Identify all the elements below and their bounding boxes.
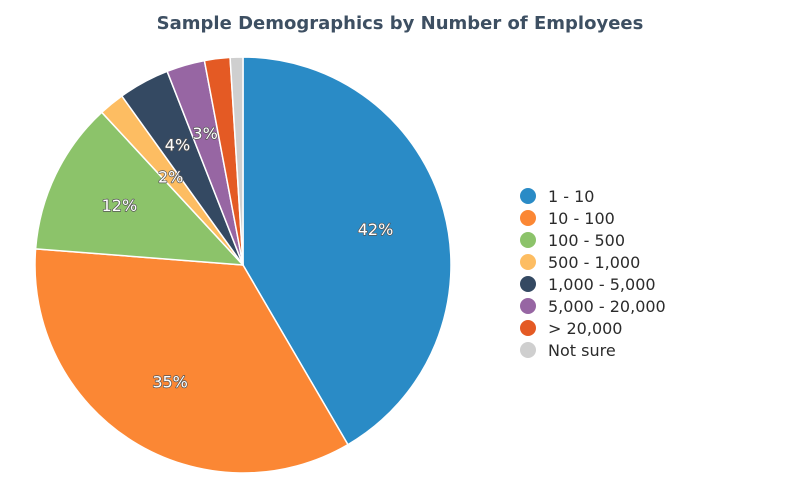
- slice-label-100-500: 12%: [102, 196, 138, 215]
- pie-slice-labels: 42% 35% 12% 2% 4%3%: [101, 123, 394, 392]
- legend-item-5-000-20-000[interactable]: 5,000 - 20,000: [520, 297, 666, 316]
- legend-label: 5,000 - 20,000: [548, 297, 666, 316]
- slice-label-10-100: 35%: [152, 372, 188, 391]
- legend-swatch: [520, 320, 536, 336]
- legend-item-20-000[interactable]: > 20,000: [520, 319, 622, 338]
- legend-label: 10 - 100: [548, 209, 615, 228]
- pie-slices: [34, 56, 452, 474]
- legend-item-not-sure[interactable]: Not sure: [520, 341, 616, 360]
- legend-item-10-100[interactable]: 10 - 100: [520, 209, 615, 228]
- legend-label: 1,000 - 5,000: [548, 275, 656, 294]
- legend-label: > 20,000: [548, 319, 622, 338]
- legend-swatch: [520, 276, 536, 292]
- legend-item-100-500[interactable]: 100 - 500: [520, 231, 625, 250]
- pie-slice-1-10[interactable]: [242, 56, 452, 446]
- chart-legend: 1 - 10 10 - 100 100 - 500 500 - 1,000 1,000 …: [520, 187, 666, 360]
- legend-label: 100 - 500: [548, 231, 625, 250]
- slice-label-1-000-5-000: 4%: [165, 135, 190, 154]
- legend-item-1-10[interactable]: 1 - 10: [520, 187, 594, 206]
- legend-item-1-000-5-000[interactable]: 1,000 - 5,000: [520, 275, 656, 294]
- pie-slice-100-500[interactable]: [34, 111, 244, 266]
- legend-swatch: [520, 254, 536, 270]
- legend-swatch: [520, 298, 536, 314]
- legend-swatch: [520, 188, 536, 204]
- legend-label: 1 - 10: [548, 187, 594, 206]
- chart-title: Sample Demographics by Number of Employe…: [157, 13, 644, 34]
- slice-label-500-1-000: 2%: [158, 167, 183, 186]
- pie-slice-not-sure[interactable]: [229, 56, 244, 266]
- legend-swatch: [520, 342, 536, 358]
- legend-swatch: [520, 232, 536, 248]
- legend-label: 500 - 1,000: [548, 253, 640, 272]
- slice-label-1-10: 42%: [358, 220, 394, 239]
- legend-swatch: [520, 210, 536, 226]
- legend-item-500-1-000[interactable]: 500 - 1,000: [520, 253, 640, 272]
- pie-slice-10-100[interactable]: [34, 248, 349, 474]
- slice-label-5-000-20-000: 3%: [192, 124, 217, 143]
- legend-label: Not sure: [548, 341, 616, 360]
